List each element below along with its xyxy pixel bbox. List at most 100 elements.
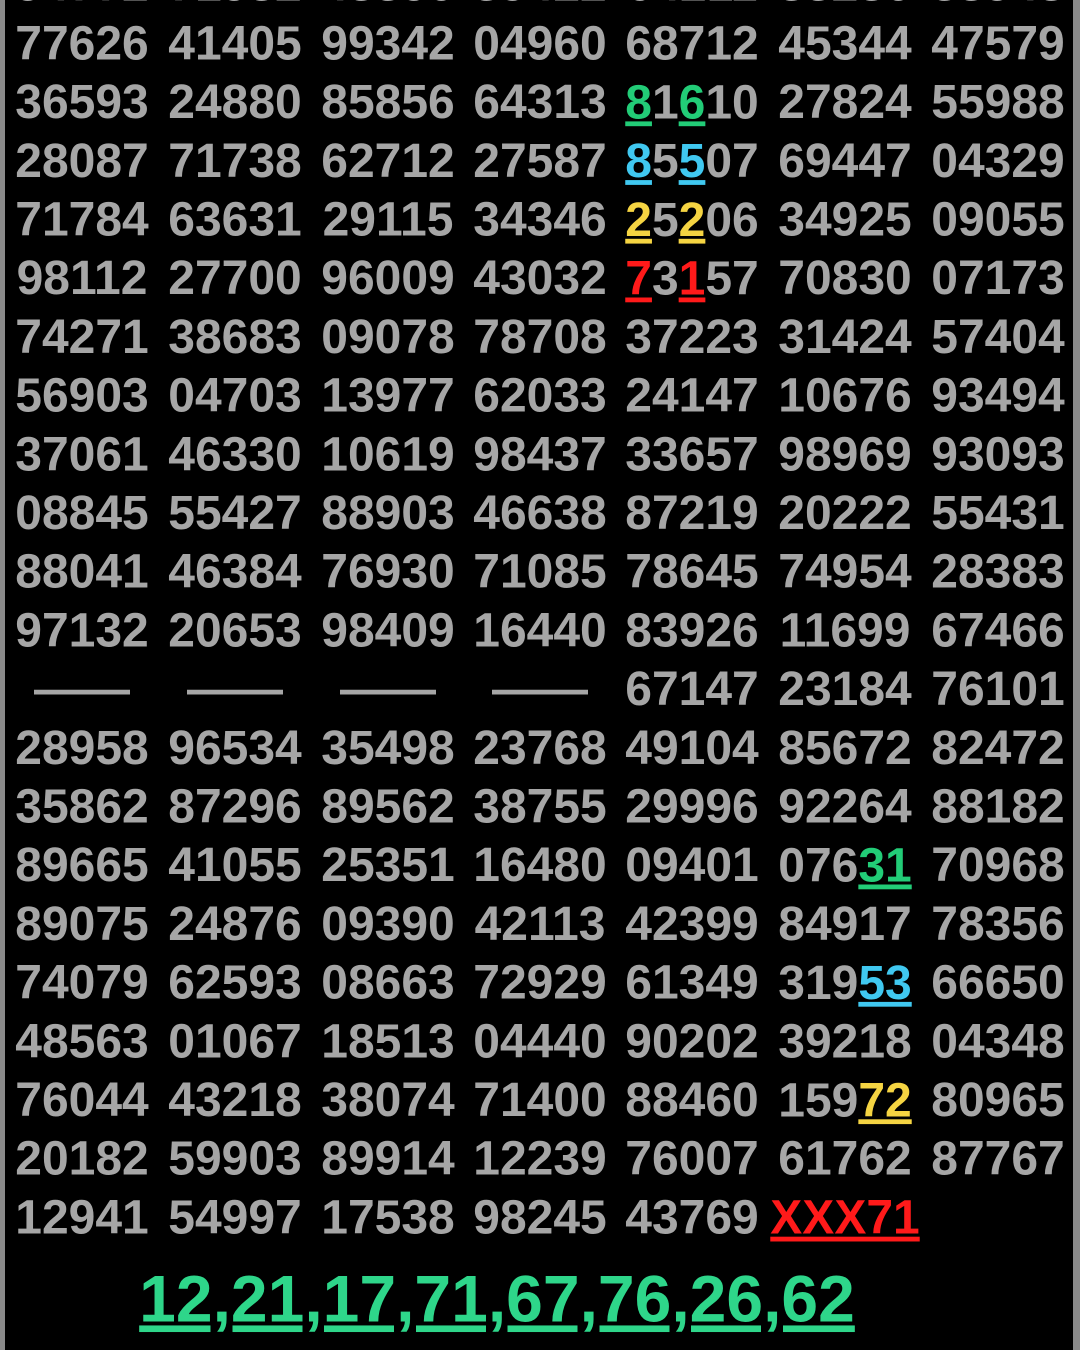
number-cell: 87767 — [931, 1133, 1064, 1186]
number-cell: 71738 — [168, 135, 301, 188]
digits: 10 — [705, 76, 758, 129]
number-cell: 43218 — [168, 1074, 301, 1127]
number-cell: 93494 — [931, 370, 1065, 423]
number-cell: 55427 — [168, 487, 301, 540]
digits: 5 — [652, 193, 679, 246]
right-border — [1073, 0, 1080, 1350]
number-cell: 10619 — [321, 428, 454, 481]
number-cell: 56903 — [15, 370, 148, 423]
number-cell: 08663 — [321, 957, 454, 1010]
number-cell: 94772 — [15, 0, 148, 12]
number-cell: 98245 — [473, 1191, 606, 1244]
number-cell: —— — [34, 663, 130, 716]
number-cell: 98112 — [17, 252, 148, 305]
number-cell: 67466 — [931, 604, 1064, 657]
number-cell: 12941 — [15, 1191, 148, 1244]
number-cell: 66650 — [931, 957, 1064, 1010]
number-cell: 27824 — [778, 76, 912, 129]
number-cell: 09401 — [625, 839, 758, 892]
number-cell: 55988 — [931, 76, 1064, 129]
number-cell: —— — [187, 663, 283, 716]
number-cell: 20222 — [778, 487, 911, 540]
number-cell: 89914 — [321, 1133, 455, 1186]
number-cell: 20653 — [168, 604, 301, 657]
number-cell: 90202 — [625, 1015, 758, 1068]
number-cell: 04703 — [168, 370, 301, 423]
number-cell: 35498 — [321, 722, 454, 775]
number-cell: 89665 — [15, 839, 148, 892]
number-cell: 27700 — [168, 252, 301, 305]
number-cell: 64313 — [473, 76, 606, 129]
left-border — [0, 0, 5, 1350]
number-cell: 24147 — [625, 370, 758, 423]
number-cell: 07173 — [931, 252, 1064, 305]
number-cell: 43769 — [625, 1191, 758, 1244]
highlighted-digits: XXX71 — [770, 1191, 919, 1244]
number-cell: 18513 — [321, 1015, 454, 1068]
number-cell: 69447 — [778, 135, 911, 188]
number-cell: 42113 — [475, 898, 606, 951]
number-cell: 20182 — [15, 1133, 148, 1186]
highlighted-digits: 8 — [625, 135, 652, 188]
number-cell: 28087 — [15, 135, 148, 188]
number-cell: 97132 — [15, 604, 148, 657]
number-cell: 82472 — [931, 722, 1064, 775]
number-cell: 09078 — [321, 311, 454, 364]
number-cell: 16440 — [473, 604, 606, 657]
number-cell: 88460 — [625, 1074, 758, 1127]
number-cell: 11699 — [780, 604, 911, 657]
number-cell: 01067 — [168, 1015, 301, 1068]
number-cell: 07631 — [778, 839, 911, 892]
number-cell: 71400 — [473, 1074, 606, 1127]
number-cell: 12239 — [473, 1133, 606, 1186]
number-cell: 72929 — [473, 957, 606, 1010]
number-cell: 63631 — [168, 193, 301, 246]
number-cell: 78645 — [625, 546, 758, 599]
digits: 07 — [705, 135, 758, 188]
number-cell: 28958 — [15, 722, 148, 775]
digits: 57 — [705, 252, 758, 305]
number-cell: 13977 — [321, 370, 454, 423]
number-cell: 29115 — [323, 193, 454, 246]
number-cell: 89422 — [473, 0, 606, 12]
number-cell: 42399 — [625, 898, 758, 951]
number-cell: 96009 — [321, 252, 454, 305]
number-cell: 70968 — [931, 839, 1064, 892]
number-cell: 25351 — [321, 839, 454, 892]
number-cell: 74954 — [778, 546, 912, 599]
number-cell: 41405 — [168, 17, 301, 70]
number-cell: 89075 — [15, 898, 148, 951]
number-cell: 39218 — [778, 1015, 911, 1068]
number-cell: 85856 — [321, 76, 454, 129]
digits: 1 — [652, 76, 679, 129]
number-cell: 74271 — [15, 311, 148, 364]
footer-numbers: 12,21,17,71,67,76,26,62 — [139, 1261, 855, 1335]
number-cell: 87219 — [625, 487, 758, 540]
number-cell: 10676 — [778, 370, 911, 423]
number-cell: 76044 — [15, 1074, 149, 1127]
number-cell: 98969 — [778, 428, 911, 481]
number-cell: 76101 — [931, 663, 1064, 716]
number-cell: 73157 — [625, 252, 759, 305]
number-cell: 49104 — [625, 722, 759, 775]
number-cell: 41055 — [168, 839, 301, 892]
number-cell: 55431 — [931, 487, 1064, 540]
number-cell: 70830 — [778, 252, 911, 305]
number-cell: 77626 — [15, 17, 148, 70]
number-cell: 61762 — [778, 1133, 911, 1186]
number-cell: 62033 — [473, 370, 606, 423]
number-cell: 04440 — [473, 1015, 606, 1068]
number-cell: 89562 — [321, 780, 454, 833]
number-cell: 31953 — [778, 957, 911, 1010]
number-cell: 92264 — [778, 780, 912, 833]
number-cell: 16480 — [473, 839, 606, 892]
number-cell: 33657 — [625, 428, 758, 481]
number-cell: 34346 — [473, 193, 606, 246]
number-cell: 76007 — [625, 1133, 758, 1186]
number-cell: 43032 — [473, 252, 606, 305]
number-cell: 17538 — [321, 1191, 454, 1244]
